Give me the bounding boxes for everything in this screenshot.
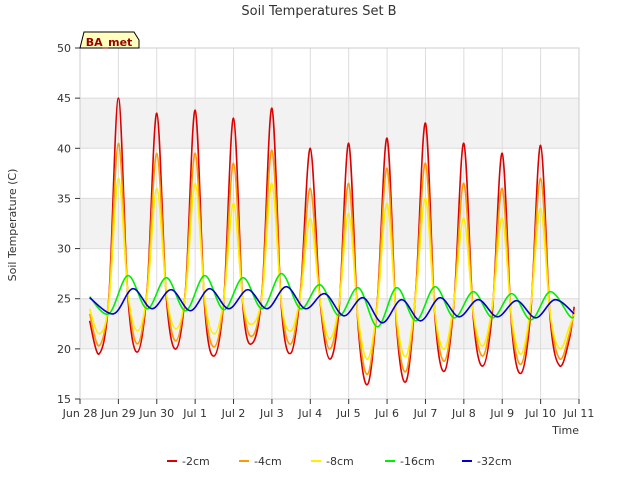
y-tick-label: 20: [57, 343, 71, 356]
x-tick-label: Jul 6: [374, 407, 399, 420]
station-badge: BA_met: [79, 31, 140, 49]
legend-item: -32cm: [462, 455, 512, 468]
legend-label: -32cm: [477, 455, 512, 468]
y-tick-label: 40: [57, 142, 71, 155]
x-tick-label: Jun 29: [100, 407, 136, 420]
legend-item: -16cm: [385, 455, 435, 468]
y-tick-label: 15: [57, 393, 71, 406]
x-tick-label: Jul 1: [182, 407, 207, 420]
shaded-band: [80, 98, 579, 149]
legend-label: -2cm: [182, 455, 210, 468]
legend-item: -2cm: [167, 455, 210, 468]
y-tick-label: 45: [57, 92, 71, 105]
x-tick-label: Jul 3: [259, 407, 284, 420]
x-tick-label: Jul 9: [489, 407, 514, 420]
shaded-band: [80, 298, 579, 349]
series-line-16cmcm: [89, 272, 575, 328]
x-tick-label: Jul 7: [413, 407, 438, 420]
plot-frame: [79, 47, 580, 400]
legend-item: -8cm: [311, 455, 354, 468]
x-tick-label: Jun 28: [62, 407, 98, 420]
legend: -2cm -4cm -8cm -16cm -32cm: [167, 455, 512, 468]
legend-label: -4cm: [254, 455, 282, 468]
chart-title: Soil Temperatures Set B: [241, 4, 396, 19]
series-line-32cmcm: [89, 285, 575, 324]
legend-label: -16cm: [400, 455, 435, 468]
y-tick-label: 30: [57, 243, 71, 256]
x-tick-label: Jul 11: [563, 407, 595, 420]
y-axis-label: Soil Temperature (C): [6, 169, 19, 282]
x-tick-label: Jul 5: [336, 407, 361, 420]
x-tick-label: Jul 10: [524, 407, 556, 420]
x-tick-label: Jul 8: [451, 407, 476, 420]
x-tick-label: Jul 4: [297, 407, 322, 420]
y-tick-label: 25: [57, 293, 71, 306]
series-line-8cmcm: [88, 177, 575, 360]
y-tick-label: 35: [57, 192, 71, 205]
y-tick-label: 50: [57, 42, 71, 55]
x-tick-label: Jun 30: [138, 407, 174, 420]
x-axis-label: Time: [551, 424, 579, 437]
legend-label: -8cm: [326, 455, 354, 468]
x-tick-label: Jul 2: [221, 407, 246, 420]
station-badge-label: BA_met: [86, 36, 133, 49]
legend-item: -4cm: [239, 455, 282, 468]
